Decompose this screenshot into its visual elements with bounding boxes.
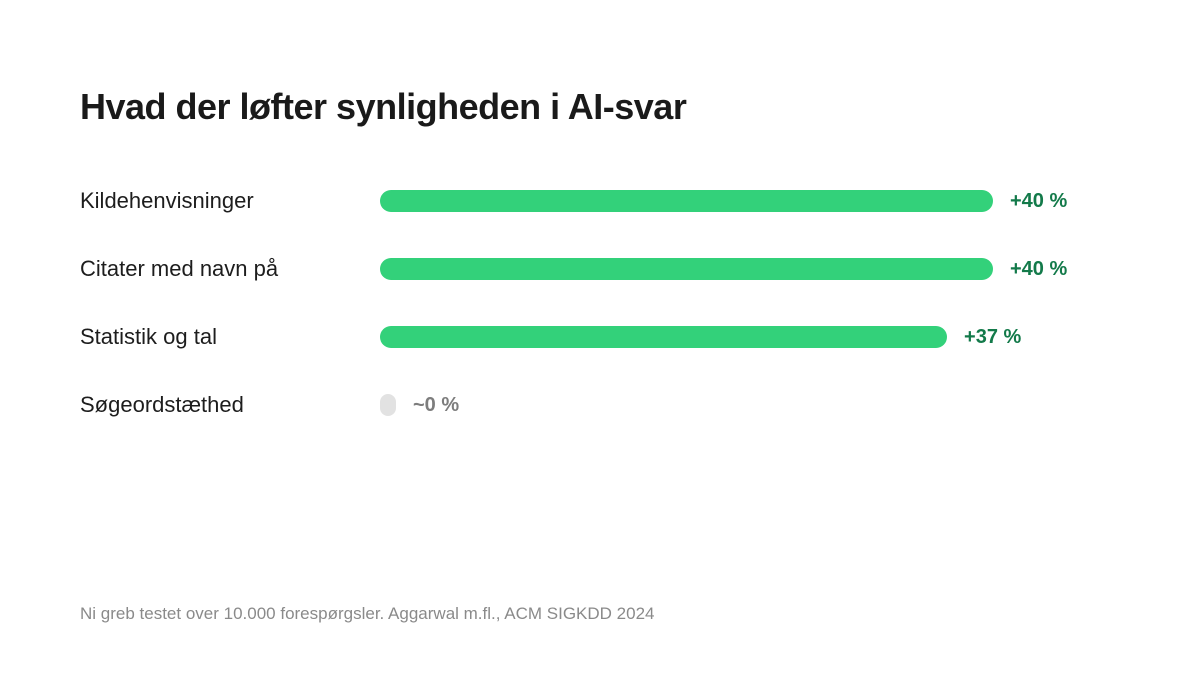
category-label: Kildehenvisninger: [80, 188, 254, 213]
category-label: Citater med navn på: [80, 256, 279, 281]
chart-row: Citater med navn på +40 %: [0, 249, 1200, 289]
chart-row: Søgeordstæthed ~0 %: [0, 385, 1200, 425]
value-label: +40 %: [1010, 190, 1068, 212]
bar: [380, 326, 948, 348]
bar: [380, 190, 993, 212]
category-label: Statistik og tal: [80, 324, 217, 349]
chart-title: Hvad der løfter synligheden i AI-svar: [80, 86, 687, 127]
source-footnote: Ni greb testet over 10.000 forespørgsler…: [80, 604, 655, 623]
chart-row: Statistik og tal +37 %: [0, 317, 1200, 357]
bar: [380, 258, 993, 280]
bar: [380, 394, 396, 416]
value-label: ~0 %: [413, 394, 460, 416]
value-label: +37 %: [964, 326, 1022, 348]
value-label: +40 %: [1010, 258, 1068, 280]
category-label: Søgeordstæthed: [80, 392, 244, 417]
chart-row: Kildehenvisninger +40 %: [0, 181, 1200, 221]
